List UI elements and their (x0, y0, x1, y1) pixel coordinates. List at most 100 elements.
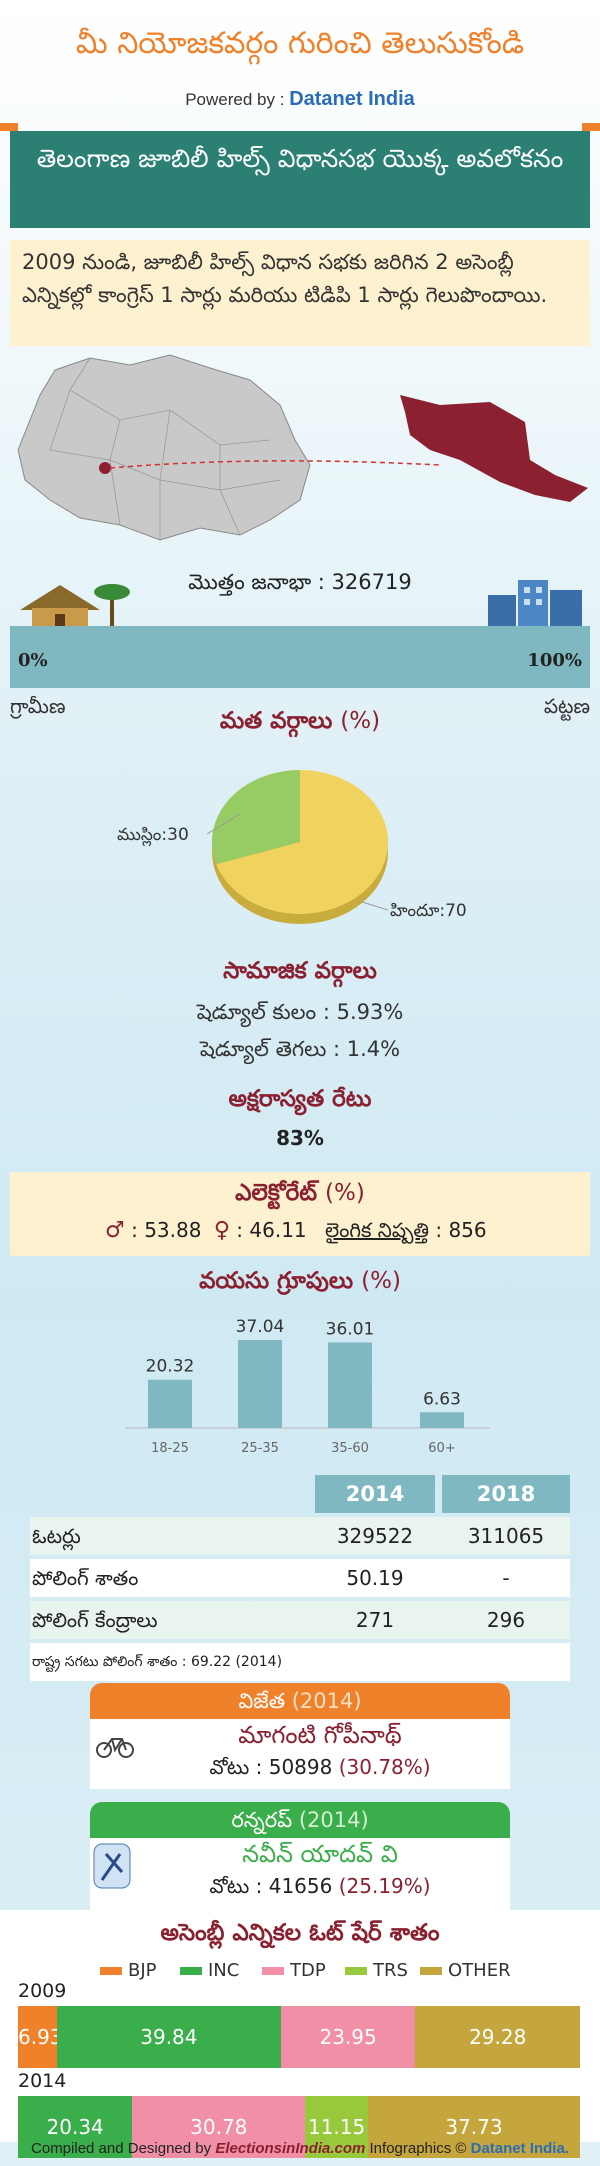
state-turnout-note: రాష్ట్ర సగటు పోలింగ్ శాతం : 69.22 (2014) (30, 1643, 570, 1681)
total-population: మొత్తం జనాభా : 326719 (188, 570, 412, 594)
table-header-row: 2014 2018 (30, 1475, 570, 1513)
runnerup-header: రన్నరప్ (2014) (90, 1802, 510, 1838)
table-header-2014: 2014 (315, 1475, 435, 1513)
female-share: : 46.11 (236, 1218, 307, 1242)
winner-votes-count: వోటు : 50898 (209, 1755, 333, 1779)
legend-item-other: OTHER (420, 1960, 511, 1981)
rural-label: గ్రామీణ (10, 694, 66, 718)
legend-label: TDP (290, 1960, 326, 1981)
age-value-label: 37.04 (236, 1317, 285, 1337)
row-label-polling-stations: పోలింగ్ కేంద్రాలు (32, 1608, 158, 1632)
table-row: ఓటర్లు 329522 311065 (30, 1517, 570, 1555)
zoom-arrow (109, 460, 441, 469)
female-icon: ♀ (213, 1218, 230, 1243)
district-lines (49, 357, 281, 540)
table-header-2018: 2018 (442, 1475, 570, 1513)
legend-item-tdp: TDP (262, 1960, 326, 1981)
header-title: మీ నియోజకవర్గం గురించి తెలుసుకోండి (75, 26, 525, 61)
winner-title: విజేత (238, 1689, 286, 1713)
cell: 271 (355, 1608, 395, 1632)
table-row: పోలింగ్ శాతం 50.19 - (30, 1559, 570, 1597)
legend-swatch (100, 1967, 122, 1975)
runnerup-name: నవీన్ యాదవ్ వి (242, 1840, 398, 1868)
vote-share-title: అసెంబ్లీ ఎన్నికల ఓట్ షేర్ శాతం (160, 1920, 440, 1946)
electorate-panel (10, 1172, 590, 1256)
cell: 329522 (336, 1524, 414, 1548)
legend-swatch (345, 1967, 367, 1975)
segment-2014-trs: 11.15 (305, 2096, 368, 2158)
winner-votes: వోటు : 50898 (30.78%) (150, 1755, 490, 1784)
runnerup-title: రన్నరప్ (231, 1808, 293, 1832)
winner-year: (2014) (291, 1689, 362, 1713)
year-label-2009: 2009 (18, 1980, 67, 2002)
urban-label: పట్టణ (543, 694, 590, 718)
religion-title: మత వర్గాలు (%) (0, 708, 600, 740)
powered-by: Powered by : Datanet India (0, 88, 600, 111)
sex-ratio-label: లైంగిక నిష్పత్తి (325, 1218, 429, 1242)
footer-compiled: Compiled and Designed by (31, 2140, 212, 2157)
legend-swatch (180, 1967, 202, 1975)
rural-hut-icon (20, 584, 130, 628)
winner-votes-pct: (30.78%) (338, 1755, 431, 1779)
age-bar-chart: 20.32 18-25 37.04 25-35 36.01 35-60 6.63 60+ (125, 1317, 490, 1456)
literacy-title: అక్షరాస్యత రేటు (228, 1086, 372, 1112)
runnerup-votes-pct: (25.19%) (338, 1874, 431, 1898)
pie-leader-1 (206, 813, 241, 835)
segment-2014-inc: 20.34 (18, 2096, 133, 2158)
segment-2009-bjp: 6.93 (18, 2006, 63, 2068)
age-value-label: 6.63 (423, 1389, 461, 1409)
pie-label-1: ముస్లిం:30 (117, 825, 189, 847)
winner-card (90, 1719, 510, 1789)
cell: - (502, 1566, 510, 1590)
bicycle-icon (96, 1738, 134, 1758)
segment-2009-tdp: 23.95 (280, 2006, 416, 2068)
age-title: వయసు గ్రూపులు (%) (0, 1268, 600, 1300)
age-title-text: వయసు గ్రూపులు (199, 1268, 354, 1294)
legend-item-bjp: BJP (100, 1960, 157, 1981)
sex-ratio-value: : 856 (435, 1218, 487, 1242)
legend-swatch (420, 1967, 442, 1975)
footer: Compiled and Designed by ElectionsinIndi… (0, 2140, 600, 2157)
constituency-marker (99, 462, 111, 474)
party-symbol-icon (93, 1843, 131, 1889)
literacy-value: 83% (276, 1126, 324, 1150)
age-bar-18-25 (148, 1379, 192, 1428)
winner-header: విజేత (2014) (90, 1683, 510, 1719)
runnerup-votes: వోటు : 41656 (25.19%) (150, 1874, 490, 1903)
overview-summary: 2009 నుండి, జూబిలీ హిల్స్ విధాన సభకు జరి… (10, 240, 590, 346)
row-label-voters: ఓటర్లు (32, 1524, 81, 1548)
age-value-label: 36.01 (326, 1319, 375, 1339)
runnerup-card (90, 1838, 510, 1910)
religion-unit: (%) (340, 708, 381, 734)
cell: 296 (486, 1608, 526, 1632)
row-label-turnout: పోలింగ్ శాతం (32, 1566, 139, 1590)
winner-name: మాగంటి గోపీనాథ్ (238, 1721, 402, 1749)
age-bar-25-35 (238, 1340, 282, 1428)
segment-2009-inc: 39.84 (56, 2006, 281, 2068)
footer-site[interactable]: ElectionsinIndia.com (215, 2140, 366, 2157)
table-row: పోలింగ్ కేంద్రాలు 271 296 (30, 1601, 570, 1639)
cell: 50.19 (346, 1566, 404, 1590)
st-share: షెడ్యూల్ తెగలు : 1.4% (199, 1037, 401, 1061)
legend-item-inc: INC (180, 1960, 239, 1981)
legend-label: INC (208, 1960, 240, 1981)
social-title: సామాజిక వర్గాలు (223, 958, 377, 984)
footer-brand[interactable]: Datanet India. (470, 2140, 569, 2157)
age-category-label: 35-60 (331, 1441, 369, 1456)
legend-label: OTHER (448, 1960, 511, 1981)
segment-2009-other: 29.28 (415, 2006, 580, 2068)
legend-label: BJP (128, 1960, 157, 1981)
state-map-shape (17, 354, 311, 541)
powered-by-brand[interactable]: Datanet India (289, 88, 415, 110)
electorate-title-text: ఎలెక్టోరేట్ (235, 1180, 317, 1206)
electorate-stats: ♂ : 53.88 ♀ : 46.11 లైంగిక నిష్పత్తి : 8… (105, 1218, 487, 1247)
age-category-label: 25-35 (241, 1441, 279, 1456)
note-text: రాష్ట్ర సగటు పోలింగ్ శాతం : 69.22 (2014) (32, 1654, 283, 1670)
male-icon: ♂ (105, 1218, 125, 1243)
age-category-label: 60+ (428, 1441, 455, 1456)
segment-2014-other: 37.73 (367, 2096, 580, 2158)
male-share: : 53.88 (131, 1218, 202, 1242)
electorate-title: ఎలెక్టోరేట్ (%) (0, 1180, 600, 1212)
cell: 311065 (467, 1524, 545, 1548)
constituency-zoom-shape (400, 395, 588, 502)
